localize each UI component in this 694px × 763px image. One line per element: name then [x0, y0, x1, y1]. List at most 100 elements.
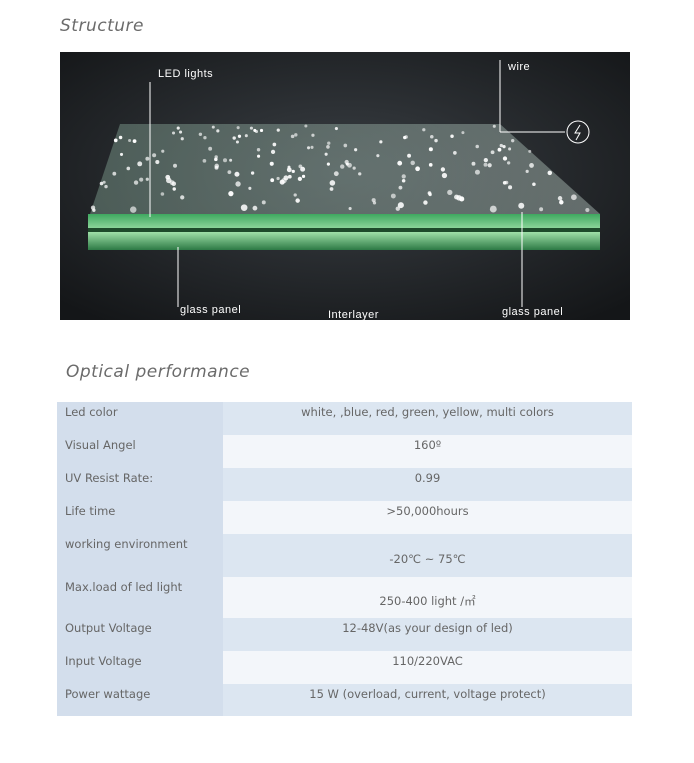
table-row: Max.load of led light 250-400 light /㎡ — [57, 577, 632, 618]
spec-value: 110/220VAC — [223, 651, 632, 684]
led-dot — [112, 171, 117, 176]
led-dot — [559, 200, 564, 205]
table-row: UV Resist Rate: 0.99 — [57, 468, 632, 501]
led-dot — [240, 204, 248, 211]
led-dot — [223, 158, 228, 163]
led-dot — [281, 177, 287, 184]
spec-label: Led color — [57, 402, 223, 435]
led-dot — [441, 172, 448, 179]
glass-panel-right-label: glass panel — [502, 306, 563, 318]
led-dot — [397, 160, 403, 166]
led-dot — [371, 198, 376, 203]
led-dot — [118, 135, 123, 140]
led-dot — [132, 139, 137, 144]
led-dot — [428, 192, 432, 197]
led-dot — [216, 129, 220, 133]
led-dot — [352, 166, 356, 170]
spec-label: Life time — [57, 501, 223, 534]
led-dot — [286, 167, 292, 173]
led-dot — [272, 142, 277, 147]
led-dot — [261, 200, 266, 205]
led-dot — [475, 144, 479, 149]
led-dot — [102, 180, 106, 184]
led-dot — [345, 162, 349, 166]
optical-spec-table: Led color white, ,blue, red, green, yello… — [57, 402, 632, 716]
led-dot — [525, 169, 529, 174]
led-dot — [259, 128, 264, 133]
led-dot — [166, 177, 172, 184]
led-dot — [173, 163, 178, 168]
table-row: Visual Angel 160º — [57, 435, 632, 468]
led-dot — [508, 147, 512, 151]
led-dot — [198, 132, 203, 137]
led-dot — [293, 193, 297, 197]
led-dot — [508, 185, 513, 190]
led-dot — [407, 153, 412, 158]
led-dot — [176, 126, 180, 130]
led-dot — [137, 161, 143, 167]
led-dot — [397, 202, 404, 209]
led-dot — [304, 124, 308, 128]
led-dot — [310, 145, 314, 149]
led-dot — [497, 147, 502, 152]
led-dot — [379, 140, 383, 144]
led-dot — [398, 185, 403, 190]
led-dot — [256, 148, 261, 152]
led-dot — [208, 146, 213, 151]
led-dot — [434, 138, 438, 143]
led-dot — [294, 133, 298, 137]
led-dot — [343, 143, 348, 148]
led-dot — [340, 164, 345, 169]
spec-label: Output Voltage — [57, 618, 223, 651]
led-dot — [172, 187, 176, 191]
led-dot — [249, 126, 253, 130]
led-dot — [234, 171, 240, 177]
led-dot — [428, 147, 433, 152]
spec-label: Power wattage — [57, 684, 223, 716]
led-dot — [300, 166, 306, 172]
spec-label: Input Voltage — [57, 651, 223, 684]
led-dot — [401, 174, 406, 179]
structure-heading: Structure — [60, 16, 144, 36]
led-dot — [104, 184, 108, 189]
led-dot — [161, 149, 165, 153]
table-row: Power wattage 15 W (overload, current, vo… — [57, 684, 632, 716]
led-dot — [334, 126, 338, 131]
led-dot — [358, 172, 362, 176]
led-dot — [483, 157, 488, 163]
led-dot — [269, 161, 274, 166]
led-dot — [253, 128, 257, 132]
led-dot — [235, 140, 239, 144]
led-dot — [276, 176, 280, 181]
led-dot — [502, 156, 508, 161]
spec-value: >50,000hours — [223, 501, 632, 534]
led-dot — [235, 181, 241, 187]
led-dot — [244, 134, 248, 138]
led-dot — [511, 138, 515, 143]
led-dot — [518, 202, 525, 209]
led-dot — [547, 170, 553, 176]
led-dot — [502, 145, 506, 149]
led-dot — [248, 186, 252, 190]
led-dot — [145, 177, 149, 181]
led-dot — [236, 126, 240, 130]
led-dot — [354, 148, 358, 152]
led-dot — [571, 194, 577, 201]
led-dot — [401, 179, 406, 183]
led-dot — [179, 130, 183, 134]
led-dot — [311, 133, 315, 137]
led-dot — [453, 151, 457, 155]
led-dot — [585, 207, 590, 213]
led-dot — [119, 152, 124, 156]
led-dot — [180, 195, 185, 200]
led-dot — [557, 196, 563, 201]
structure-diagram: LED lights wire glass panel Interlayer g… — [60, 52, 630, 320]
spec-value: 15 W (overload, current, voltage protect… — [223, 684, 632, 716]
spec-value: 160º — [223, 435, 632, 468]
led-dot — [471, 161, 476, 166]
led-dot — [250, 171, 255, 175]
led-dot — [348, 206, 352, 211]
led-dot — [228, 190, 234, 197]
led-dot — [326, 145, 330, 149]
interlayer-label: Interlayer — [328, 309, 379, 320]
